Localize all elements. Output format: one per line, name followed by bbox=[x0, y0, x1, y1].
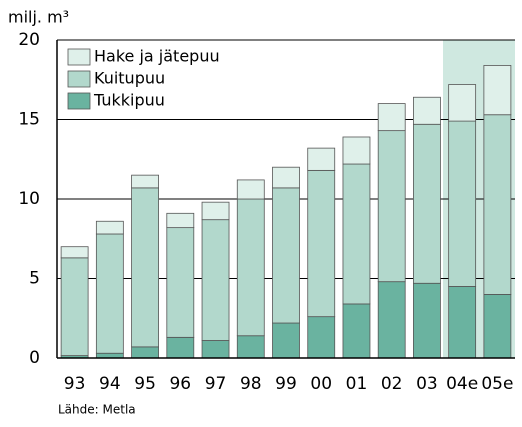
legend-label: Hake ja jätepuu bbox=[94, 47, 220, 66]
bar-segment bbox=[307, 147, 336, 171]
x-tick-label: 96 bbox=[169, 374, 191, 394]
bar-segment bbox=[272, 322, 300, 359]
bar-segment bbox=[166, 212, 195, 229]
bar-segment bbox=[201, 219, 230, 341]
y-tick-label: 15 bbox=[18, 110, 40, 130]
legend-swatch bbox=[67, 48, 91, 66]
bar-segment bbox=[377, 103, 406, 132]
bar-segment bbox=[95, 233, 124, 354]
bar-segment bbox=[272, 166, 300, 189]
y-tick-label: 0 bbox=[29, 348, 40, 368]
legend-box bbox=[62, 44, 252, 116]
bar-segment bbox=[236, 335, 265, 359]
x-tick-label: 99 bbox=[275, 374, 297, 394]
bar-segment bbox=[131, 174, 159, 189]
legend-swatch bbox=[67, 70, 91, 88]
x-tick-label: 93 bbox=[64, 374, 86, 394]
x-tick-label: 00 bbox=[310, 374, 332, 394]
y-axis-label: milj. m³ bbox=[8, 8, 69, 27]
y-tick-label: 5 bbox=[29, 269, 40, 289]
bar-segment bbox=[483, 65, 512, 116]
bar-segment bbox=[60, 257, 89, 357]
x-tick-label: 05e bbox=[481, 374, 513, 394]
bar-segment bbox=[201, 201, 230, 221]
bar-segment bbox=[483, 293, 512, 359]
y-tick-label: 10 bbox=[18, 189, 40, 209]
bar-segment bbox=[342, 136, 371, 165]
bar-segment bbox=[272, 187, 300, 324]
x-tick-label: 94 bbox=[99, 374, 121, 394]
legend-label: Kuitupuu bbox=[94, 69, 165, 88]
x-tick-label: 01 bbox=[346, 374, 368, 394]
bar-segment bbox=[377, 130, 406, 283]
bar-segment bbox=[413, 123, 441, 284]
bar-segment bbox=[413, 96, 441, 125]
x-tick-label: 98 bbox=[240, 374, 262, 394]
bar-segment bbox=[307, 169, 336, 318]
x-tick-label: 97 bbox=[205, 374, 227, 394]
bar-segment bbox=[448, 286, 477, 359]
bar-segment bbox=[166, 336, 195, 359]
bar-segment bbox=[236, 179, 265, 200]
bar-segment bbox=[95, 220, 124, 235]
bar-segment bbox=[166, 227, 195, 338]
x-tick-label: 03 bbox=[416, 374, 438, 394]
bar-segment bbox=[413, 282, 441, 359]
y-tick-label: 20 bbox=[18, 30, 40, 50]
bar-segment bbox=[448, 120, 477, 287]
bar-segment bbox=[131, 346, 159, 359]
bar-segment bbox=[131, 187, 159, 348]
x-tick-label: 02 bbox=[381, 374, 403, 394]
x-tick-label: 04e bbox=[446, 374, 478, 394]
bar-segment bbox=[448, 84, 477, 122]
bar-segment bbox=[236, 198, 265, 337]
bar-segment bbox=[342, 303, 371, 359]
legend-swatch bbox=[67, 92, 91, 110]
bar-segment bbox=[377, 281, 406, 359]
bar-segment bbox=[201, 340, 230, 359]
bar-segment bbox=[307, 316, 336, 359]
legend-label: Tukkipuu bbox=[93, 91, 165, 110]
source: Lähde: Metla bbox=[58, 403, 136, 417]
bar-segment bbox=[342, 163, 371, 305]
x-tick-label: 95 bbox=[134, 374, 156, 394]
bar-segment bbox=[483, 114, 512, 295]
bar-segment bbox=[60, 246, 89, 259]
